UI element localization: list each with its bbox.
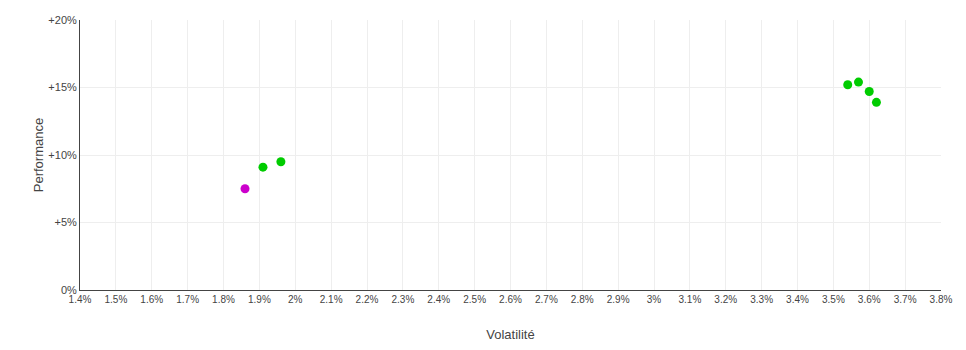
svg-text:3.2%: 3.2% xyxy=(714,294,737,305)
svg-text:1.9%: 1.9% xyxy=(248,294,271,305)
svg-text:2.2%: 2.2% xyxy=(356,294,379,305)
svg-text:1.4%: 1.4% xyxy=(69,294,92,305)
svg-text:2.8%: 2.8% xyxy=(571,294,594,305)
svg-text:1.5%: 1.5% xyxy=(104,294,127,305)
svg-text:3.1%: 3.1% xyxy=(678,294,701,305)
svg-text:3.8%: 3.8% xyxy=(930,294,953,305)
svg-text:2.6%: 2.6% xyxy=(499,294,522,305)
svg-text:2.7%: 2.7% xyxy=(535,294,558,305)
svg-text:+5%: +5% xyxy=(54,216,77,228)
svg-text:1.8%: 1.8% xyxy=(212,294,235,305)
svg-text:3%: 3% xyxy=(647,294,662,305)
svg-text:+10%: +10% xyxy=(48,149,77,161)
svg-text:3.4%: 3.4% xyxy=(786,294,809,305)
svg-text:2.4%: 2.4% xyxy=(427,294,450,305)
svg-text:3.3%: 3.3% xyxy=(750,294,773,305)
svg-text:2.5%: 2.5% xyxy=(463,294,486,305)
svg-text:2.1%: 2.1% xyxy=(320,294,343,305)
svg-text:2.9%: 2.9% xyxy=(607,294,630,305)
svg-text:1.7%: 1.7% xyxy=(176,294,199,305)
svg-text:3.7%: 3.7% xyxy=(894,294,917,305)
svg-text:0%: 0% xyxy=(61,284,77,296)
svg-text:Performance: Performance xyxy=(31,118,46,192)
svg-text:+20%: +20% xyxy=(48,14,77,26)
svg-text:3.6%: 3.6% xyxy=(858,294,881,305)
svg-text:2%: 2% xyxy=(288,294,303,305)
svg-text:2.3%: 2.3% xyxy=(391,294,414,305)
svg-text:Volatilité: Volatilité xyxy=(486,327,534,342)
svg-text:+15%: +15% xyxy=(48,81,77,93)
svg-text:1.6%: 1.6% xyxy=(140,294,163,305)
svg-text:3.5%: 3.5% xyxy=(822,294,845,305)
